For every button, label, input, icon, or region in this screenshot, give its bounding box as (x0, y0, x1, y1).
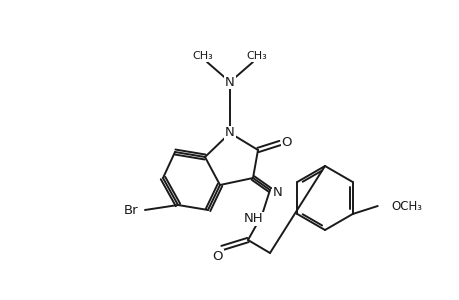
Text: N: N (224, 76, 235, 88)
Text: OCH₃: OCH₃ (391, 200, 422, 212)
Text: CH₃: CH₃ (192, 51, 213, 61)
Text: CH₃: CH₃ (246, 51, 267, 61)
Text: N: N (273, 185, 282, 199)
Text: N: N (224, 127, 235, 140)
Text: O: O (212, 250, 223, 262)
Text: Br: Br (123, 203, 138, 217)
Text: O: O (281, 136, 291, 149)
Text: NH: NH (244, 212, 263, 226)
